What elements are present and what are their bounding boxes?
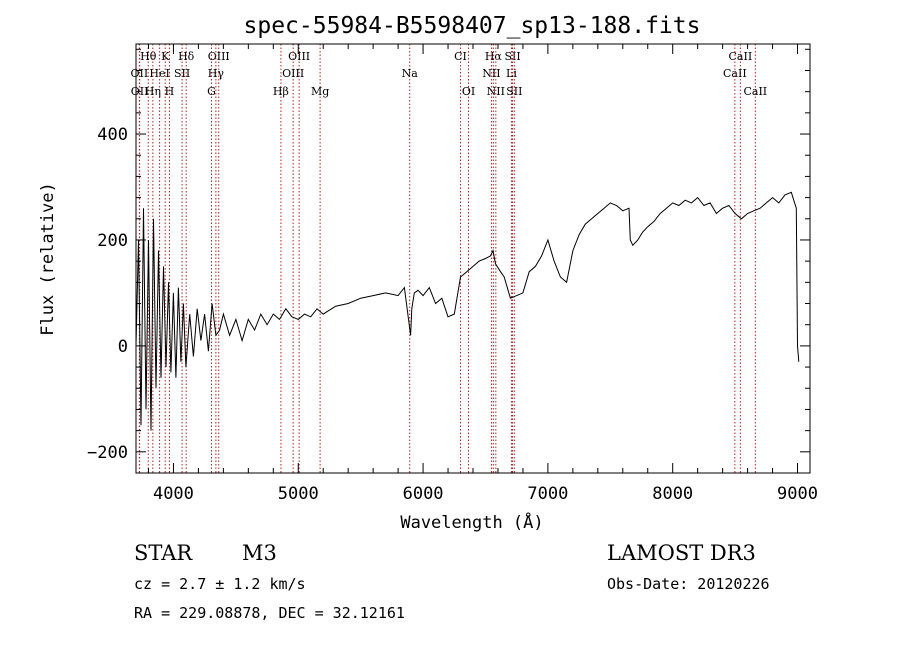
survey-name: LAMOST DR3 (607, 541, 756, 565)
line-marker-label: NII (487, 85, 505, 98)
line-marker-label: G (207, 85, 216, 98)
spectrum-line (135, 191, 800, 431)
x-tick-label: 5000 (278, 484, 319, 504)
line-marker-label: Hθ (140, 50, 157, 63)
line-marker-label: Li (506, 67, 517, 80)
object-subclass: M3 (242, 541, 277, 565)
line-marker-label: Hβ (273, 85, 289, 98)
axes: 4000 5000 6000 7000 8000 9000 −200 0 200 400 (87, 43, 818, 504)
y-tick-label: 0 (118, 337, 128, 357)
x-axis-label: Wavelength (Å) (400, 511, 543, 533)
x-tick-label: 7000 (527, 484, 568, 504)
line-marker-label: Hη (145, 85, 161, 98)
x-tick-label: 6000 (403, 484, 444, 504)
y-axis-label: Flux (relative) (38, 182, 58, 336)
y-tick-label: 200 (97, 231, 128, 251)
line-marker-label: CaII (729, 50, 753, 63)
x-tick-label: 9000 (777, 484, 818, 504)
line-marker-label: CI (454, 50, 467, 63)
chart-title: spec-55984-B5598407_sp13-188.fits (244, 13, 701, 39)
line-marker-label: Mg (311, 85, 329, 98)
coordinates: RA = 229.08878, DEC = 32.12161 (134, 604, 405, 622)
line-marker-label: Hγ (208, 67, 225, 80)
line-marker-label: OIII (208, 50, 230, 63)
line-marker-label: SII (504, 50, 520, 63)
line-marker-label: SII (174, 67, 190, 80)
plot-area (135, 191, 800, 431)
object-class: STAR (134, 541, 193, 565)
line-marker-label: K (161, 50, 170, 63)
line-marker-label: Hδ (178, 50, 195, 63)
line-marker-label: CaII (743, 85, 767, 98)
line-marker-label: OIII (282, 67, 304, 80)
line-marker-label: OI (462, 85, 475, 98)
line-marker-label: HeI (149, 67, 169, 80)
line-marker-label: Hα (485, 50, 503, 63)
observation-date: Obs-Date: 20120226 (607, 575, 770, 593)
line-marker-label: Na (402, 67, 419, 80)
redshift-cz: cz = 2.7 ± 1.2 km/s (134, 575, 306, 593)
y-tick-label: −200 (87, 443, 128, 463)
line-marker-label: SII (506, 85, 522, 98)
line-marker-label: NII (482, 67, 500, 80)
line-marker-label: CaII (723, 67, 747, 80)
x-tick-label: 8000 (652, 484, 693, 504)
y-tick-label: 400 (97, 125, 128, 145)
line-marker-label: H (165, 85, 175, 98)
line-marker-label: OIII (288, 50, 310, 63)
x-tick-label: 4000 (153, 484, 194, 504)
